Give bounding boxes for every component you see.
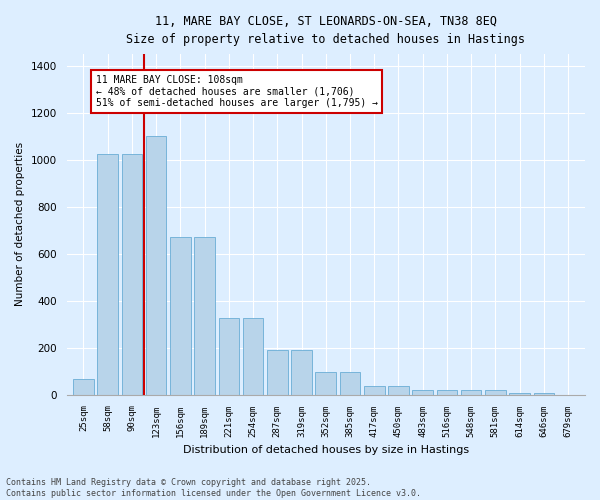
Bar — [243, 318, 263, 394]
Bar — [340, 372, 360, 394]
Bar — [73, 380, 94, 394]
Bar — [412, 390, 433, 394]
Bar — [146, 136, 166, 394]
Bar — [291, 350, 312, 395]
Bar — [97, 154, 118, 394]
Bar — [388, 386, 409, 394]
Text: Contains HM Land Registry data © Crown copyright and database right 2025.
Contai: Contains HM Land Registry data © Crown c… — [6, 478, 421, 498]
Bar — [122, 154, 142, 394]
Bar — [170, 238, 191, 394]
Bar — [437, 390, 457, 394]
Y-axis label: Number of detached properties: Number of detached properties — [15, 142, 25, 306]
Bar — [267, 350, 287, 395]
Bar — [533, 393, 554, 394]
Bar — [485, 390, 506, 394]
Bar — [316, 372, 336, 394]
Title: 11, MARE BAY CLOSE, ST LEONARDS-ON-SEA, TN38 8EQ
Size of property relative to de: 11, MARE BAY CLOSE, ST LEONARDS-ON-SEA, … — [126, 15, 525, 46]
Bar — [364, 386, 385, 394]
Bar — [461, 390, 481, 394]
Bar — [194, 238, 215, 394]
Bar — [218, 318, 239, 394]
X-axis label: Distribution of detached houses by size in Hastings: Distribution of detached houses by size … — [183, 445, 469, 455]
Text: 11 MARE BAY CLOSE: 108sqm
← 48% of detached houses are smaller (1,706)
51% of se: 11 MARE BAY CLOSE: 108sqm ← 48% of detac… — [95, 76, 377, 108]
Bar — [509, 393, 530, 394]
